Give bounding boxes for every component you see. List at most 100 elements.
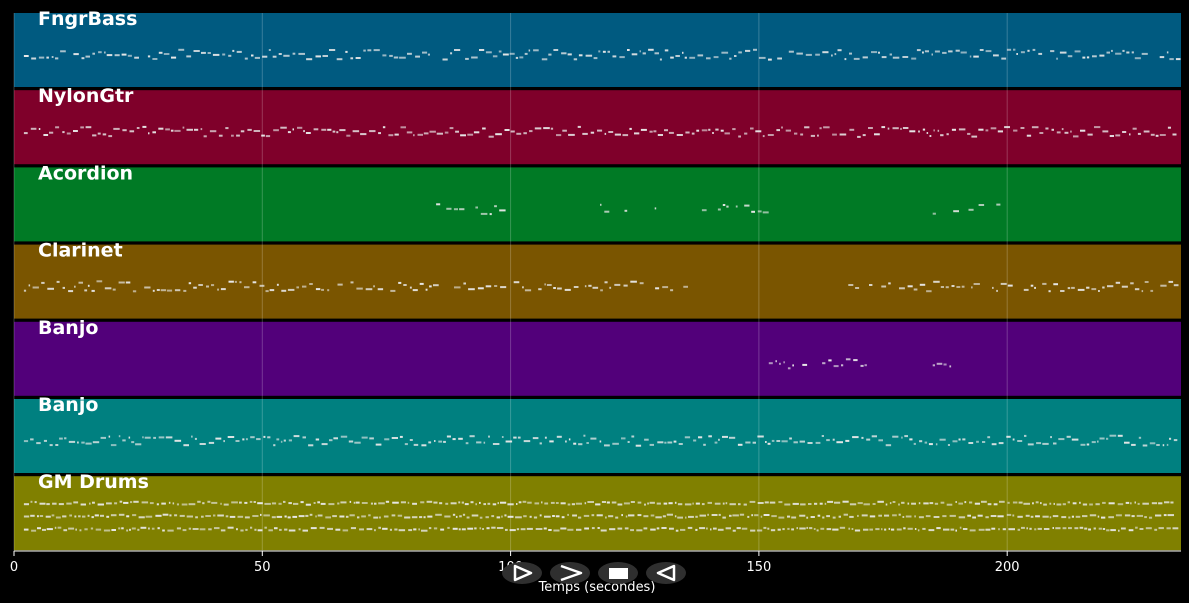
note-mark — [1012, 514, 1015, 517]
note-mark — [732, 128, 736, 131]
note-mark — [188, 527, 192, 530]
note-mark — [212, 53, 220, 56]
play-button[interactable] — [502, 562, 542, 584]
note-mark — [200, 128, 203, 131]
note-mark — [1089, 503, 1093, 506]
note-mark — [501, 436, 504, 438]
note-mark — [849, 503, 857, 506]
note-mark — [655, 516, 662, 519]
note-mark — [507, 515, 514, 518]
note-mark — [368, 514, 371, 517]
note-mark — [182, 126, 185, 129]
note-mark — [943, 528, 950, 531]
note-mark — [614, 133, 621, 136]
note-mark — [207, 500, 211, 503]
note-mark — [288, 502, 292, 505]
note-mark — [428, 441, 432, 444]
note-mark — [669, 527, 674, 530]
note-mark — [605, 516, 607, 519]
note-mark — [97, 132, 101, 135]
note-mark — [30, 500, 33, 503]
note-mark — [836, 441, 843, 444]
note-mark — [1098, 290, 1100, 292]
note-mark — [578, 516, 582, 519]
note-mark — [917, 529, 920, 532]
note-mark — [1042, 282, 1047, 285]
note-mark — [1167, 126, 1171, 129]
note-mark — [245, 438, 248, 441]
note-mark — [888, 527, 891, 530]
note-mark — [198, 284, 203, 286]
note-mark — [1012, 501, 1018, 504]
note-mark — [1032, 48, 1036, 51]
track-lane — [14, 13, 1181, 87]
note-mark — [129, 528, 131, 531]
note-mark — [739, 513, 745, 516]
note-mark — [738, 51, 742, 54]
note-mark — [592, 286, 599, 289]
note-mark — [1053, 442, 1057, 445]
note-mark — [452, 513, 456, 516]
note-mark — [433, 527, 438, 530]
note-mark — [36, 442, 41, 445]
note-mark — [471, 56, 478, 59]
note-mark — [796, 52, 803, 55]
note-mark — [1007, 284, 1013, 287]
note-mark — [553, 49, 559, 51]
note-mark — [201, 51, 206, 54]
note-mark — [485, 51, 492, 54]
note-mark — [106, 502, 112, 505]
note-mark — [357, 516, 360, 519]
note-mark — [817, 134, 819, 137]
note-mark — [922, 527, 926, 530]
note-mark — [684, 436, 691, 439]
note-mark — [541, 58, 548, 61]
note-mark — [265, 135, 271, 138]
note-mark — [771, 515, 777, 518]
stop-button[interactable] — [598, 562, 638, 584]
note-mark — [751, 514, 754, 517]
note-mark — [313, 128, 319, 131]
note-mark — [715, 128, 719, 131]
note-mark — [808, 503, 812, 505]
note-mark — [162, 529, 165, 532]
note-mark — [597, 527, 600, 529]
note-mark — [131, 527, 136, 530]
note-mark — [1121, 285, 1128, 288]
note-mark — [664, 441, 667, 444]
note-mark — [637, 514, 642, 517]
note-mark — [174, 289, 181, 292]
note-mark — [507, 503, 514, 506]
note-mark — [760, 515, 763, 518]
note-mark — [609, 528, 616, 531]
rewind-button[interactable] — [646, 562, 686, 584]
note-mark — [1087, 133, 1093, 136]
note-mark — [838, 515, 841, 518]
track-label: GM Drums — [38, 471, 149, 493]
note-mark — [619, 56, 625, 59]
note-mark — [138, 516, 145, 519]
note-mark — [764, 501, 769, 504]
note-mark — [891, 528, 895, 531]
note-mark — [1134, 288, 1140, 291]
track-label: FngrBass — [38, 8, 137, 30]
note-mark — [617, 527, 623, 530]
note-mark — [1160, 284, 1167, 287]
note-mark — [826, 439, 830, 442]
forward-button[interactable] — [550, 562, 590, 584]
note-mark — [615, 516, 619, 519]
note-mark — [538, 288, 542, 291]
note-mark — [217, 514, 224, 517]
note-mark — [869, 515, 876, 518]
note-mark — [869, 528, 873, 531]
note-mark — [315, 55, 321, 58]
note-mark — [550, 127, 554, 130]
note-mark — [892, 501, 896, 503]
note-mark — [533, 49, 539, 52]
note-mark — [684, 56, 687, 59]
note-mark — [55, 516, 61, 519]
note-mark — [706, 527, 708, 530]
note-mark — [37, 515, 39, 518]
note-mark — [1142, 502, 1149, 505]
note-mark — [85, 442, 92, 445]
